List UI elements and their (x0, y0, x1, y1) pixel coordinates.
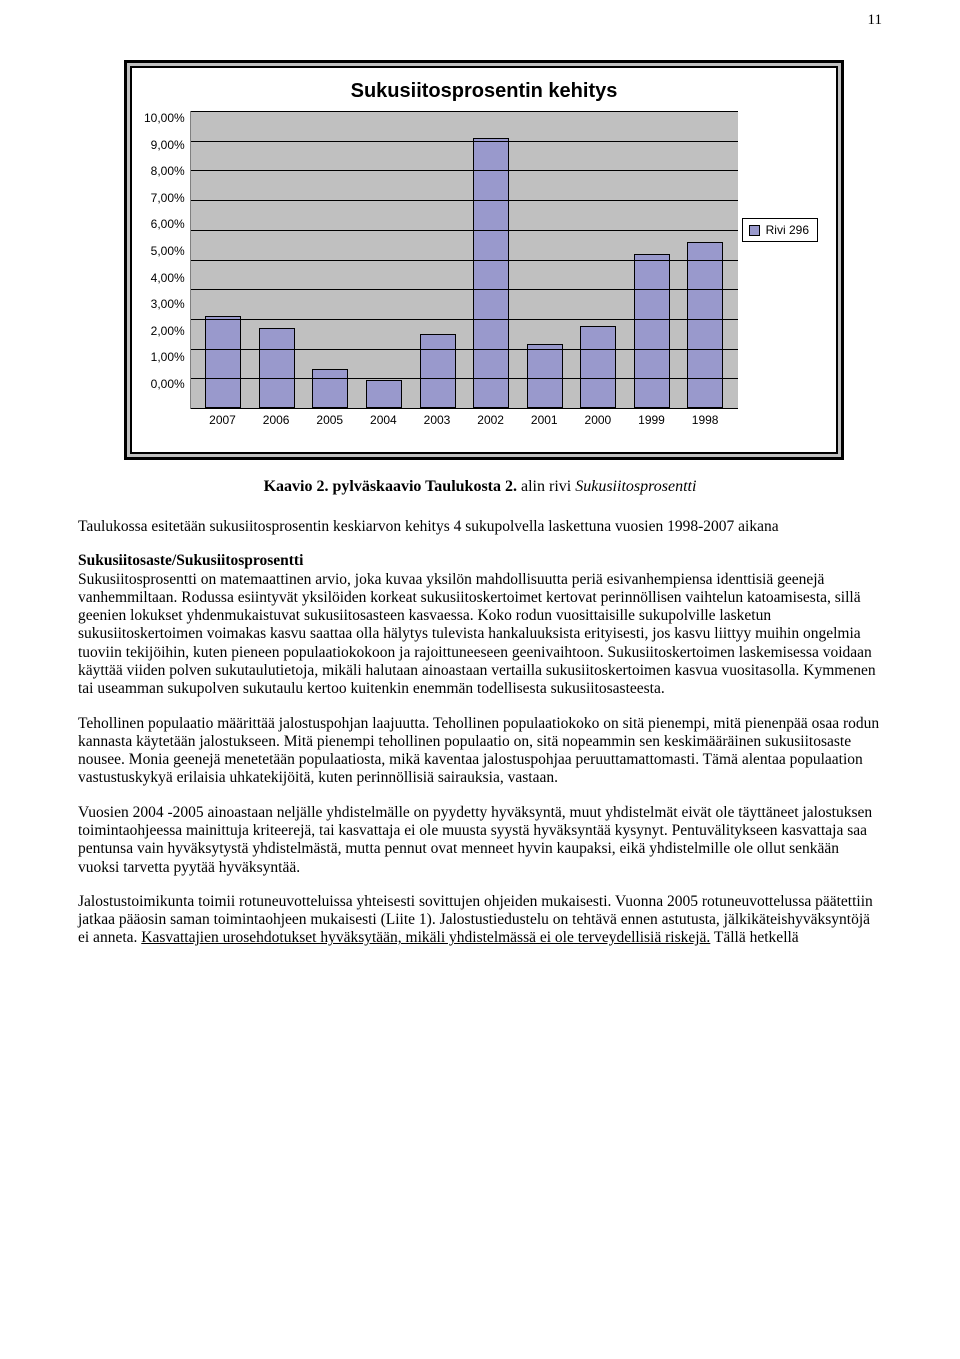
bar (580, 326, 616, 408)
gridline (191, 349, 738, 350)
bar (527, 344, 563, 408)
y-tick-label: 0,00% (151, 377, 185, 391)
bar (259, 328, 295, 408)
para-3: Tehollinen populaatio määrittää jalostus… (78, 715, 882, 788)
bar (634, 254, 670, 408)
bar (205, 316, 241, 408)
gridline (191, 170, 738, 171)
y-axis: 10,00% 9,00% 8,00% 7,00% 6,00% 5,00% 4,00% 3,00… (144, 111, 190, 391)
bar (473, 138, 509, 408)
para-5-underline: Kasvattajien urosehdotukset hyväksytään,… (141, 929, 710, 946)
plot-wrap: 2007 2006 2005 2004 2003 2002 2001 2000 1999 1998 (190, 111, 738, 427)
para-1: Taulukossa esitetään sukusiitosprosentin… (78, 518, 882, 536)
y-tick-label: 8,00% (151, 164, 185, 178)
gridline (191, 378, 738, 379)
x-axis: 2007 2006 2005 2004 2003 2002 2001 2000 1999 1998 (190, 409, 738, 427)
para-2: Sukusiitosaste/Sukusiitosprosentti Sukus… (78, 552, 882, 698)
y-tick-label: 9,00% (151, 138, 185, 152)
para-2-heading: Sukusiitosaste/Sukusiitosprosentti (78, 552, 303, 569)
caption-rest: alin rivi (517, 478, 575, 495)
plot-area (190, 111, 738, 409)
legend-swatch (749, 225, 760, 236)
x-tick-label: 2007 (205, 413, 241, 427)
para-4: Vuosien 2004 -2005 ainoastaan neljälle y… (78, 804, 882, 877)
chart-container: Sukusiitosprosentin kehitys 10,00% 9,00% 8… (124, 60, 844, 460)
legend-label: Rivi 296 (766, 223, 809, 237)
chart-inner: Sukusiitosprosentin kehitys 10,00% 9,00% 8… (130, 66, 838, 454)
x-tick-label: 1999 (634, 413, 670, 427)
x-tick-label: 2004 (365, 413, 401, 427)
gridline (191, 230, 738, 231)
gridline (191, 289, 738, 290)
bar (420, 334, 456, 408)
chart-body: 10,00% 9,00% 8,00% 7,00% 6,00% 5,00% 4,00% 3,00… (144, 111, 824, 427)
x-tick-label: 2000 (580, 413, 616, 427)
y-tick-label: 4,00% (151, 271, 185, 285)
y-tick-label: 10,00% (144, 111, 185, 125)
page-number: 11 (868, 12, 882, 29)
y-tick-label: 2,00% (151, 324, 185, 338)
para-5: Jalostustoimikunta toimii rotuneuvottelu… (78, 893, 882, 948)
para-5-b: Tällä hetkellä (710, 929, 798, 946)
page: 11 Sukusiitosprosentin kehitys 10,00% 9,0… (0, 0, 960, 1004)
caption-bold: Kaavio 2. pylväskaavio Taulukosta 2. (264, 478, 517, 495)
chart-legend: Rivi 296 (742, 218, 818, 242)
bar (366, 380, 402, 408)
y-tick-label: 7,00% (151, 191, 185, 205)
x-tick-label: 1998 (687, 413, 723, 427)
x-tick-label: 2006 (258, 413, 294, 427)
gridline (191, 141, 738, 142)
chart-title: Sukusiitosprosentin kehitys (144, 80, 824, 103)
gridline (191, 319, 738, 320)
y-tick-label: 3,00% (151, 297, 185, 311)
gridline (191, 408, 738, 409)
x-tick-label: 2002 (473, 413, 509, 427)
y-tick-label: 6,00% (151, 217, 185, 231)
para-2-body: Sukusiitosprosentti on matemaattinen arv… (78, 571, 876, 698)
gridline (191, 260, 738, 261)
caption-italic: Sukusiitosprosentti (575, 478, 696, 495)
y-tick-label: 5,00% (151, 244, 185, 258)
gridline (191, 200, 738, 201)
chart-caption: Kaavio 2. pylväskaavio Taulukosta 2. ali… (78, 478, 882, 496)
y-tick-label: 1,00% (151, 350, 185, 364)
x-tick-label: 2005 (312, 413, 348, 427)
bar (687, 242, 723, 408)
bar (312, 369, 348, 408)
x-tick-label: 2001 (526, 413, 562, 427)
legend-spacer (738, 111, 824, 427)
gridline (191, 111, 738, 112)
x-tick-label: 2003 (419, 413, 455, 427)
